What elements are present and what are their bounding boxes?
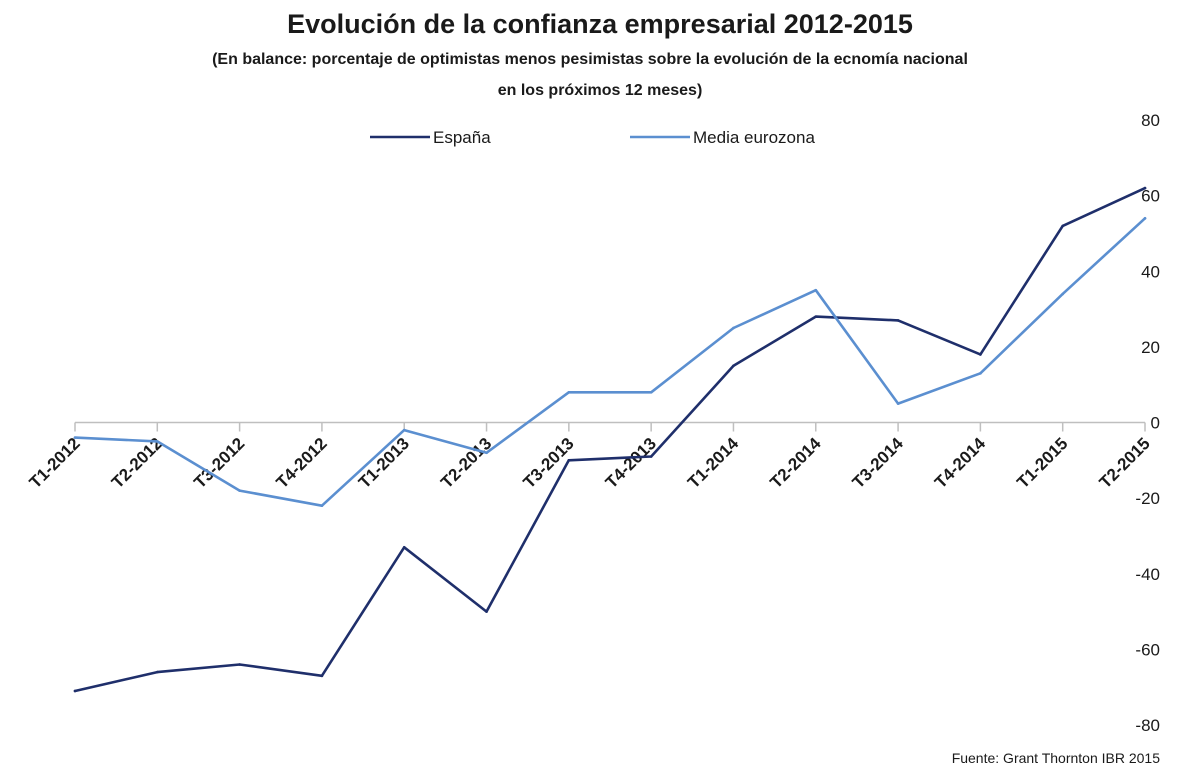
- data-point: [320, 504, 324, 507]
- series-line-media-eurozona: [73, 217, 1147, 508]
- y-tick-label: 20: [1141, 338, 1160, 357]
- data-point: [979, 353, 982, 356]
- data-point: [402, 545, 406, 549]
- y-tick-label: -60: [1135, 640, 1160, 659]
- data-point: [567, 459, 571, 462]
- y-tick-label: -20: [1135, 489, 1160, 508]
- y-tick-label: 60: [1141, 187, 1160, 206]
- data-point: [156, 440, 159, 443]
- data-point: [567, 390, 571, 394]
- x-tick-label: T2-2014: [766, 434, 825, 493]
- chart-title: Evolución de la confianza empresarial 20…: [287, 9, 913, 39]
- chart-subtitle-line-2: en los próximos 12 meses): [498, 82, 703, 99]
- data-point: [732, 364, 735, 368]
- data-point: [485, 451, 488, 455]
- data-point: [485, 610, 488, 613]
- legend-label: Media eurozona: [693, 128, 815, 147]
- data-point: [1143, 186, 1147, 190]
- x-tick-label: T4-2012: [273, 434, 331, 492]
- x-axis: T1-2012 T2-2012 T3-2012 T4-2012 T1-2013 T2-20…: [26, 421, 1154, 493]
- y-tick-label: 40: [1141, 262, 1160, 281]
- data-point: [156, 670, 159, 674]
- y-tick-label: -80: [1135, 716, 1160, 735]
- legend-label: España: [433, 128, 491, 147]
- data-point: [402, 428, 406, 432]
- source-note: Fuente: Grant Thornton IBR 2015: [952, 750, 1161, 766]
- data-point: [320, 674, 324, 678]
- data-point: [1143, 217, 1147, 220]
- chart-subtitle-line-1: (En balance: porcentaje de optimistas me…: [212, 51, 968, 68]
- data-point: [896, 319, 900, 322]
- x-tick-label: T3-2013: [519, 434, 577, 492]
- data-point: [649, 390, 653, 394]
- x-tick-label: T1-2014: [684, 434, 743, 493]
- y-tick-label: 80: [1141, 111, 1160, 130]
- data-point: [814, 315, 818, 318]
- data-point: [649, 455, 653, 458]
- data-point: [814, 288, 818, 292]
- x-tick-label: T2-2015: [1096, 434, 1154, 492]
- x-tick-label: T3-2014: [849, 434, 908, 493]
- x-tick-label: T4-2014: [931, 434, 990, 493]
- x-tick-label: T1-2012: [26, 434, 84, 492]
- data-point: [1061, 224, 1064, 228]
- y-tick-label: 0: [1151, 414, 1160, 433]
- data-point: [238, 489, 241, 492]
- series-line-espana: [73, 186, 1147, 693]
- x-tick-label: T1-2013: [355, 434, 413, 492]
- data-point: [73, 689, 77, 693]
- data-point: [238, 663, 241, 666]
- x-tick-label: T1-2015: [1013, 434, 1071, 492]
- y-axis: 80 60 40 20 0 -20 -40 -60 -80: [1135, 111, 1160, 735]
- data-point: [1061, 292, 1064, 296]
- data-point: [732, 326, 735, 330]
- data-point: [896, 402, 900, 405]
- legend: España Media eurozona: [370, 128, 815, 147]
- y-tick-label: -40: [1135, 565, 1160, 584]
- x-tick-label: T4-2013: [602, 434, 660, 492]
- data-point: [979, 372, 982, 375]
- x-tick-label: T3-2012: [190, 434, 248, 492]
- data-point: [73, 436, 77, 439]
- series-lines: [73, 186, 1147, 693]
